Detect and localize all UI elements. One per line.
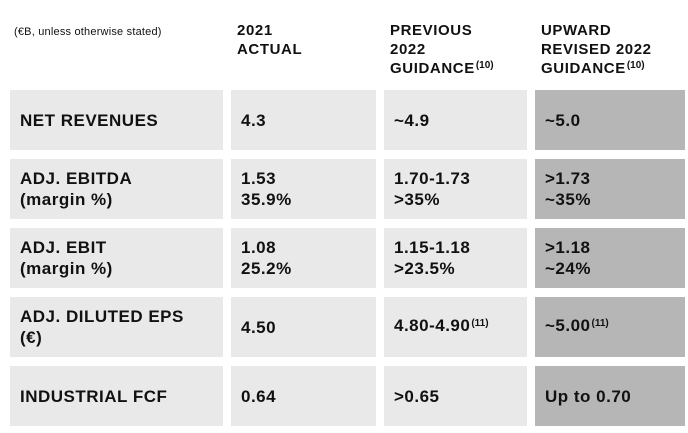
row-label: NET REVENUES <box>10 90 223 150</box>
header-line-text: GUIDANCE <box>541 60 626 77</box>
value-revised-guidance: >1.18 ~24% <box>535 228 685 288</box>
value-previous-guidance: 1.15-1.18 >23.5% <box>384 228 527 288</box>
value-text: 4.80-4.90 <box>394 316 471 335</box>
footnote-marker: (11) <box>591 318 609 329</box>
value-revised-guidance: >1.73 ~35% <box>535 159 685 219</box>
row-label-line: ADJ. EBIT <box>20 238 107 257</box>
row-label: INDUSTRIAL FCF <box>10 366 223 426</box>
header-line: UPWARD <box>541 22 612 39</box>
unit-note: (€B, unless otherwise stated) <box>14 26 162 38</box>
header-line: 2022 <box>390 41 426 58</box>
footnote-marker: (10) <box>626 60 645 71</box>
value-revised-guidance: Up to 0.70 <box>535 366 685 426</box>
value-2021-actual: 4.3 <box>231 90 376 150</box>
value-previous-guidance: 1.70-1.73 >35% <box>384 159 527 219</box>
value-line: 1.70-1.73 <box>394 169 471 188</box>
column-header-2021-actual: 2021 ACTUAL <box>231 0 376 90</box>
row-label: ADJ. EBITDA (margin %) <box>10 159 223 219</box>
row-adj-diluted-eps: ADJ. DILUTED EPS (€) 4.50 4.80-4.90(11) … <box>10 297 685 357</box>
footnote-marker: (10) <box>475 60 494 71</box>
row-label-line: (margin %) <box>20 190 113 209</box>
value-line: >1.18 <box>545 238 591 257</box>
value-line: ~35% <box>545 190 591 209</box>
value-previous-guidance: 4.80-4.90(11) <box>384 297 527 357</box>
row-net-revenues: NET REVENUES 4.3 ~4.9 ~5.0 <box>10 90 685 150</box>
row-label-line: (margin %) <box>20 259 113 278</box>
value-line: ~24% <box>545 259 591 278</box>
value-line: 4.80-4.90(11) <box>394 315 523 339</box>
value-line: ~5.0 <box>545 110 581 130</box>
value-line: >35% <box>394 190 440 209</box>
value-line: 35.9% <box>241 190 292 209</box>
footnote-marker: (11) <box>471 318 489 329</box>
value-line: 1.08 <box>241 238 277 257</box>
header-line: GUIDANCE(10) <box>541 59 685 80</box>
value-line: >23.5% <box>394 259 456 278</box>
row-label-line: ADJ. DILUTED EPS <box>20 307 184 326</box>
row-label-line: INDUSTRIAL FCF <box>20 386 168 406</box>
value-line: >0.65 <box>394 386 440 406</box>
row-label: ADJ. DILUTED EPS (€) <box>10 297 223 357</box>
value-line: 4.50 <box>241 317 277 337</box>
value-previous-guidance: ~4.9 <box>384 90 527 150</box>
value-line: 4.3 <box>241 110 267 130</box>
column-header-previous-2022-guidance: PREVIOUS 2022 GUIDANCE(10) <box>384 0 527 90</box>
header-line: PREVIOUS <box>390 22 473 39</box>
header-line: REVISED 2022 <box>541 41 652 58</box>
header-line: ACTUAL <box>237 41 303 58</box>
header-line: 2021 <box>237 22 273 39</box>
value-2021-actual: 4.50 <box>231 297 376 357</box>
value-2021-actual: 1.53 35.9% <box>231 159 376 219</box>
column-header-upward-revised-2022-guidance: UPWARD REVISED 2022 GUIDANCE(10) <box>535 0 685 90</box>
value-line: ~5.00(11) <box>545 315 681 339</box>
value-line: 25.2% <box>241 259 292 278</box>
row-label-line: NET REVENUES <box>20 110 159 130</box>
value-2021-actual: 1.08 25.2% <box>231 228 376 288</box>
row-industrial-fcf: INDUSTRIAL FCF 0.64 >0.65 Up to 0.70 <box>10 366 685 426</box>
value-revised-guidance: ~5.0 <box>535 90 685 150</box>
value-line: >1.73 <box>545 169 591 188</box>
row-label-line: ADJ. EBITDA <box>20 169 133 188</box>
value-line: ~4.9 <box>394 110 430 130</box>
value-2021-actual: 0.64 <box>231 366 376 426</box>
value-line: Up to 0.70 <box>545 386 632 406</box>
value-line: 0.64 <box>241 386 277 406</box>
row-adj-ebit: ADJ. EBIT (margin %) 1.08 25.2% 1.15-1.1… <box>10 228 685 288</box>
row-label-line: (€) <box>20 328 43 347</box>
value-line: 1.53 <box>241 169 277 188</box>
table-header-row: (€B, unless otherwise stated) 2021 ACTUA… <box>10 0 685 90</box>
value-previous-guidance: >0.65 <box>384 366 527 426</box>
header-line: GUIDANCE(10) <box>390 59 527 80</box>
row-adj-ebitda: ADJ. EBITDA (margin %) 1.53 35.9% 1.70-1… <box>10 159 685 219</box>
value-revised-guidance: ~5.00(11) <box>535 297 685 357</box>
row-label: ADJ. EBIT (margin %) <box>10 228 223 288</box>
value-line: 1.15-1.18 <box>394 238 471 257</box>
header-line-text: GUIDANCE <box>390 60 475 77</box>
value-text: ~5.00 <box>545 316 591 335</box>
